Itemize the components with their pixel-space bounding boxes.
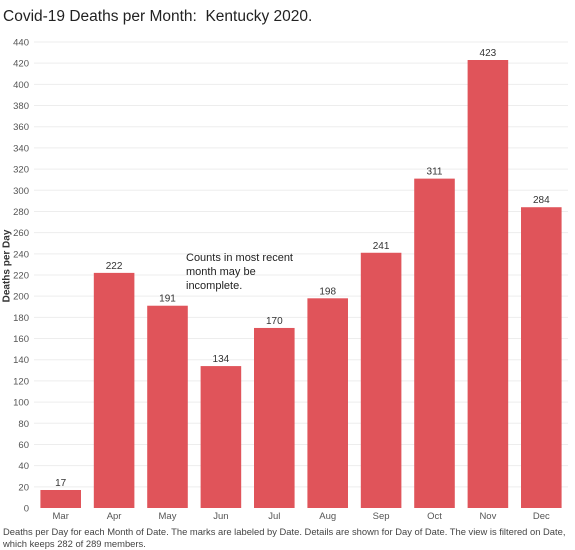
bar-jul [254, 327, 295, 508]
bar-oct [414, 178, 455, 508]
data-labels: 17 222 191 134 170 198 241 311 423 284 [55, 48, 550, 489]
y-tick-label: 300 [13, 186, 29, 197]
data-label: 284 [533, 195, 550, 206]
x-tick-label: Nov [479, 511, 496, 522]
x-tick-label: Aug [319, 511, 336, 522]
x-tick-label: Mar [53, 511, 69, 522]
data-label: 134 [213, 354, 230, 365]
y-tick-label: 160 [13, 334, 29, 345]
data-label: 222 [106, 261, 123, 272]
x-tick-label: Jun [213, 511, 228, 522]
y-tick-label: 180 [13, 313, 29, 324]
x-tick-label: Dec [533, 511, 550, 522]
y-tick-label: 360 [13, 122, 29, 133]
y-tick-label: 140 [13, 355, 29, 366]
y-tick-label: 20 [18, 482, 29, 493]
data-label: 423 [480, 48, 497, 59]
y-tick-label: 260 [13, 228, 29, 239]
y-tick-label: 280 [13, 207, 29, 218]
y-tick-label: 220 [13, 271, 29, 282]
y-tick-label: 420 [13, 59, 29, 70]
data-label: 311 [427, 167, 443, 178]
y-tick-label: 100 [13, 398, 29, 409]
y-tick-label: 380 [13, 101, 29, 112]
bar-dec [521, 207, 562, 508]
x-tick-label: Sep [373, 511, 390, 522]
x-tick-label: Apr [107, 511, 122, 522]
y-tick-label: 320 [13, 165, 29, 176]
y-tick-label: 0 [24, 504, 29, 515]
bar-jun [200, 366, 242, 508]
bar-sep [360, 252, 402, 508]
chart-footnote: Deaths per Day for each Month of Date. T… [3, 526, 566, 549]
x-tick-label: Jul [268, 511, 280, 522]
bar-nov [467, 60, 509, 508]
bar-may [147, 305, 188, 508]
y-tick-label: 400 [13, 80, 29, 91]
bar-mar [40, 489, 81, 508]
chart-title: Covid-19 Deaths per Month: Kentucky 2020… [3, 8, 313, 25]
y-tick-label: 340 [13, 143, 29, 154]
bar-aug [307, 298, 348, 508]
bars [40, 60, 562, 508]
y-tick-label: 120 [13, 376, 29, 387]
y-tick-label: 60 [18, 440, 29, 451]
data-label: 241 [373, 241, 390, 252]
y-axis-ticks: 0 20 40 60 80 100 120 140 160 180 200 220 240 260 280 3… [13, 38, 29, 515]
data-label: 17 [55, 478, 67, 489]
x-tick-label: May [159, 511, 177, 522]
chart-annotation: Counts in most recent month may be incom… [186, 252, 293, 292]
x-tick-label: Oct [427, 511, 442, 522]
y-tick-label: 40 [18, 461, 29, 472]
data-label: 191 [159, 294, 176, 305]
x-axis-ticks: Mar Apr May Jun Jul Aug Sep Oct Nov Dec [53, 511, 550, 522]
y-tick-label: 200 [13, 292, 29, 303]
data-label: 170 [266, 316, 283, 327]
bar-apr [93, 272, 135, 508]
data-label: 198 [319, 286, 336, 297]
y-tick-label: 80 [18, 419, 29, 430]
y-tick-label: 440 [13, 38, 29, 49]
y-tick-label: 240 [13, 249, 29, 260]
